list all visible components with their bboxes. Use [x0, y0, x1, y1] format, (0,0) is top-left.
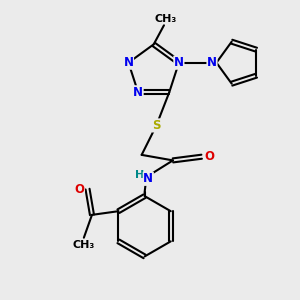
- Text: S: S: [152, 119, 160, 132]
- Text: N: N: [143, 172, 153, 185]
- Text: N: N: [174, 56, 184, 69]
- Text: CH₃: CH₃: [155, 14, 177, 24]
- Text: H: H: [135, 170, 144, 180]
- Text: N: N: [207, 56, 217, 69]
- Text: CH₃: CH₃: [73, 240, 95, 250]
- Text: N: N: [133, 86, 143, 99]
- Text: O: O: [74, 183, 84, 196]
- Text: O: O: [205, 150, 215, 163]
- Text: N: N: [124, 56, 134, 69]
